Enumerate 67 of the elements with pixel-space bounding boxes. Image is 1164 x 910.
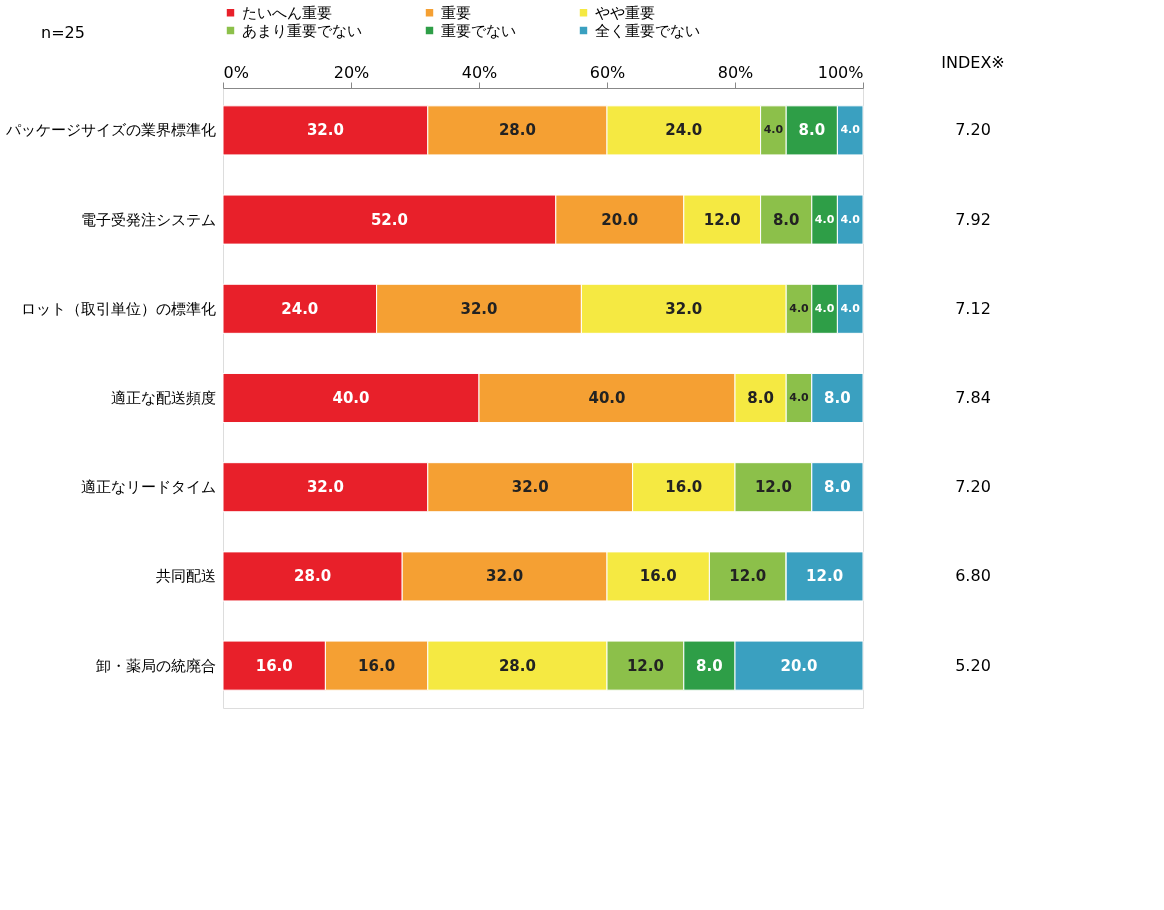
data-label: 32.0 (511, 478, 549, 497)
legend-label: たいへん重要 (242, 3, 332, 22)
data-label: 8.0 (696, 656, 723, 675)
data-label: 32.0 (665, 299, 703, 318)
x-tick-label: 20% (333, 62, 370, 82)
text: 6.80 (955, 566, 991, 586)
text: 7.92 (955, 209, 991, 229)
data-label: 32.0 (486, 567, 524, 586)
x-tick-label: 60% (589, 62, 626, 82)
legend-label: あまり重要でない (242, 21, 362, 40)
data-label: 4.0 (840, 301, 861, 315)
data-label: 12.0 (703, 210, 741, 229)
y-tick-label: ロット（取引単位）の標準化 (20, 299, 216, 318)
y-tick-label: 電子受発注システム (80, 210, 216, 229)
data-label: 32.0 (306, 478, 344, 497)
data-label: 32.0 (306, 121, 344, 140)
text: 7.20 (955, 120, 991, 140)
data-label: 12.0 (806, 567, 844, 586)
data-label: 4.0 (789, 301, 810, 315)
data-label: 28.0 (498, 121, 536, 140)
data-label: 20.0 (780, 656, 818, 675)
data-label: 4.0 (763, 123, 784, 137)
data-label: 16.0 (665, 478, 703, 497)
data-label: 4.0 (789, 391, 810, 404)
y-tick-label: 共同配送 (155, 567, 216, 586)
data-label: 28.0 (294, 567, 332, 586)
text: 7.84 (955, 388, 991, 407)
data-label: 40.0 (332, 389, 370, 407)
data-label: 4.0 (840, 123, 861, 137)
text: INDEX※ (941, 53, 1005, 72)
text: 7.20 (955, 477, 991, 497)
data-label: 28.0 (498, 656, 536, 675)
data-label: 52.0 (370, 210, 408, 229)
data-label: 16.0 (255, 656, 293, 675)
y-tick-label: 適正な配送頻度 (110, 389, 216, 407)
data-label: 8.0 (824, 389, 851, 407)
x-tick-label: 100% (817, 62, 864, 82)
data-label: 40.0 (588, 389, 626, 407)
data-label: 32.0 (460, 299, 498, 318)
data-label: 4.0 (814, 301, 835, 315)
data-label: 16.0 (358, 656, 396, 675)
data-label: 24.0 (665, 121, 703, 140)
text: 7.12 (955, 298, 991, 318)
x-tick-label: 40% (461, 62, 498, 82)
data-label: 8.0 (798, 121, 826, 140)
data-label: 8.0 (772, 210, 800, 229)
data-label: 4.0 (840, 212, 861, 226)
data-label: 4.0 (814, 212, 835, 226)
y-tick-label: 卸・薬局の統廃合 (95, 656, 216, 675)
data-label: 12.0 (754, 478, 792, 497)
y-tick-label: パッケージサイズの業界標準化 (4, 121, 216, 140)
x-tick-label: 0% (223, 62, 249, 82)
text: 5.20 (955, 655, 991, 675)
data-label: 12.0 (729, 567, 767, 586)
data-label: 20.0 (601, 210, 639, 229)
data-label: 8.0 (824, 478, 851, 497)
x-tick-label: 80% (717, 62, 754, 82)
legend-label: 全く重要でない (595, 21, 700, 40)
text: n=25 (41, 23, 85, 42)
data-label: 8.0 (747, 389, 774, 407)
y-tick-label: 適正なリードタイム (80, 478, 216, 497)
legend-label: やや重要 (595, 3, 655, 22)
legend-label: 重要 (441, 3, 471, 22)
legend-label: 重要でない (441, 21, 516, 40)
data-label: 16.0 (639, 567, 677, 586)
data-label: 12.0 (626, 656, 664, 675)
data-label: 24.0 (281, 299, 319, 318)
